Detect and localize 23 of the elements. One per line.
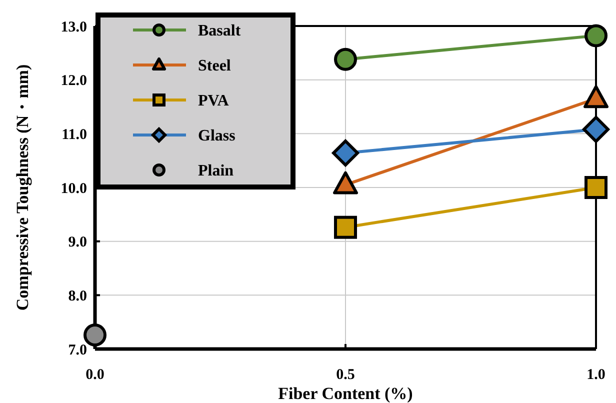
legend-label: Basalt	[198, 22, 242, 40]
x-tick-label: 1.0	[586, 367, 606, 383]
point	[334, 48, 357, 71]
y-tick-label: 13.0	[60, 19, 87, 36]
point	[332, 140, 359, 167]
point	[582, 116, 610, 143]
x-tick-label: 0.0	[86, 367, 104, 383]
point	[584, 176, 608, 199]
y-tick-label: 10.0	[60, 180, 87, 197]
x-tick-label: 0.5	[336, 367, 355, 383]
y-tick-label: 7.0	[68, 342, 87, 358]
y-tick-label: 9.0	[68, 234, 87, 251]
legend-label: PVA	[198, 92, 230, 110]
legend-label: Steel	[198, 58, 232, 75]
x-axis-title: Fiber Content (%)	[278, 384, 413, 403]
legend-label: Plain	[198, 162, 234, 180]
y-tick-label: 8.0	[68, 288, 87, 304]
y-tick-label: 12.0	[60, 73, 87, 90]
y-tick-label: 11.0	[62, 126, 87, 143]
y-axis-title: Compressive Toughness (N・mm)	[13, 64, 32, 311]
point	[334, 216, 357, 239]
legend-label: Glass	[198, 128, 236, 145]
point	[584, 24, 608, 48]
